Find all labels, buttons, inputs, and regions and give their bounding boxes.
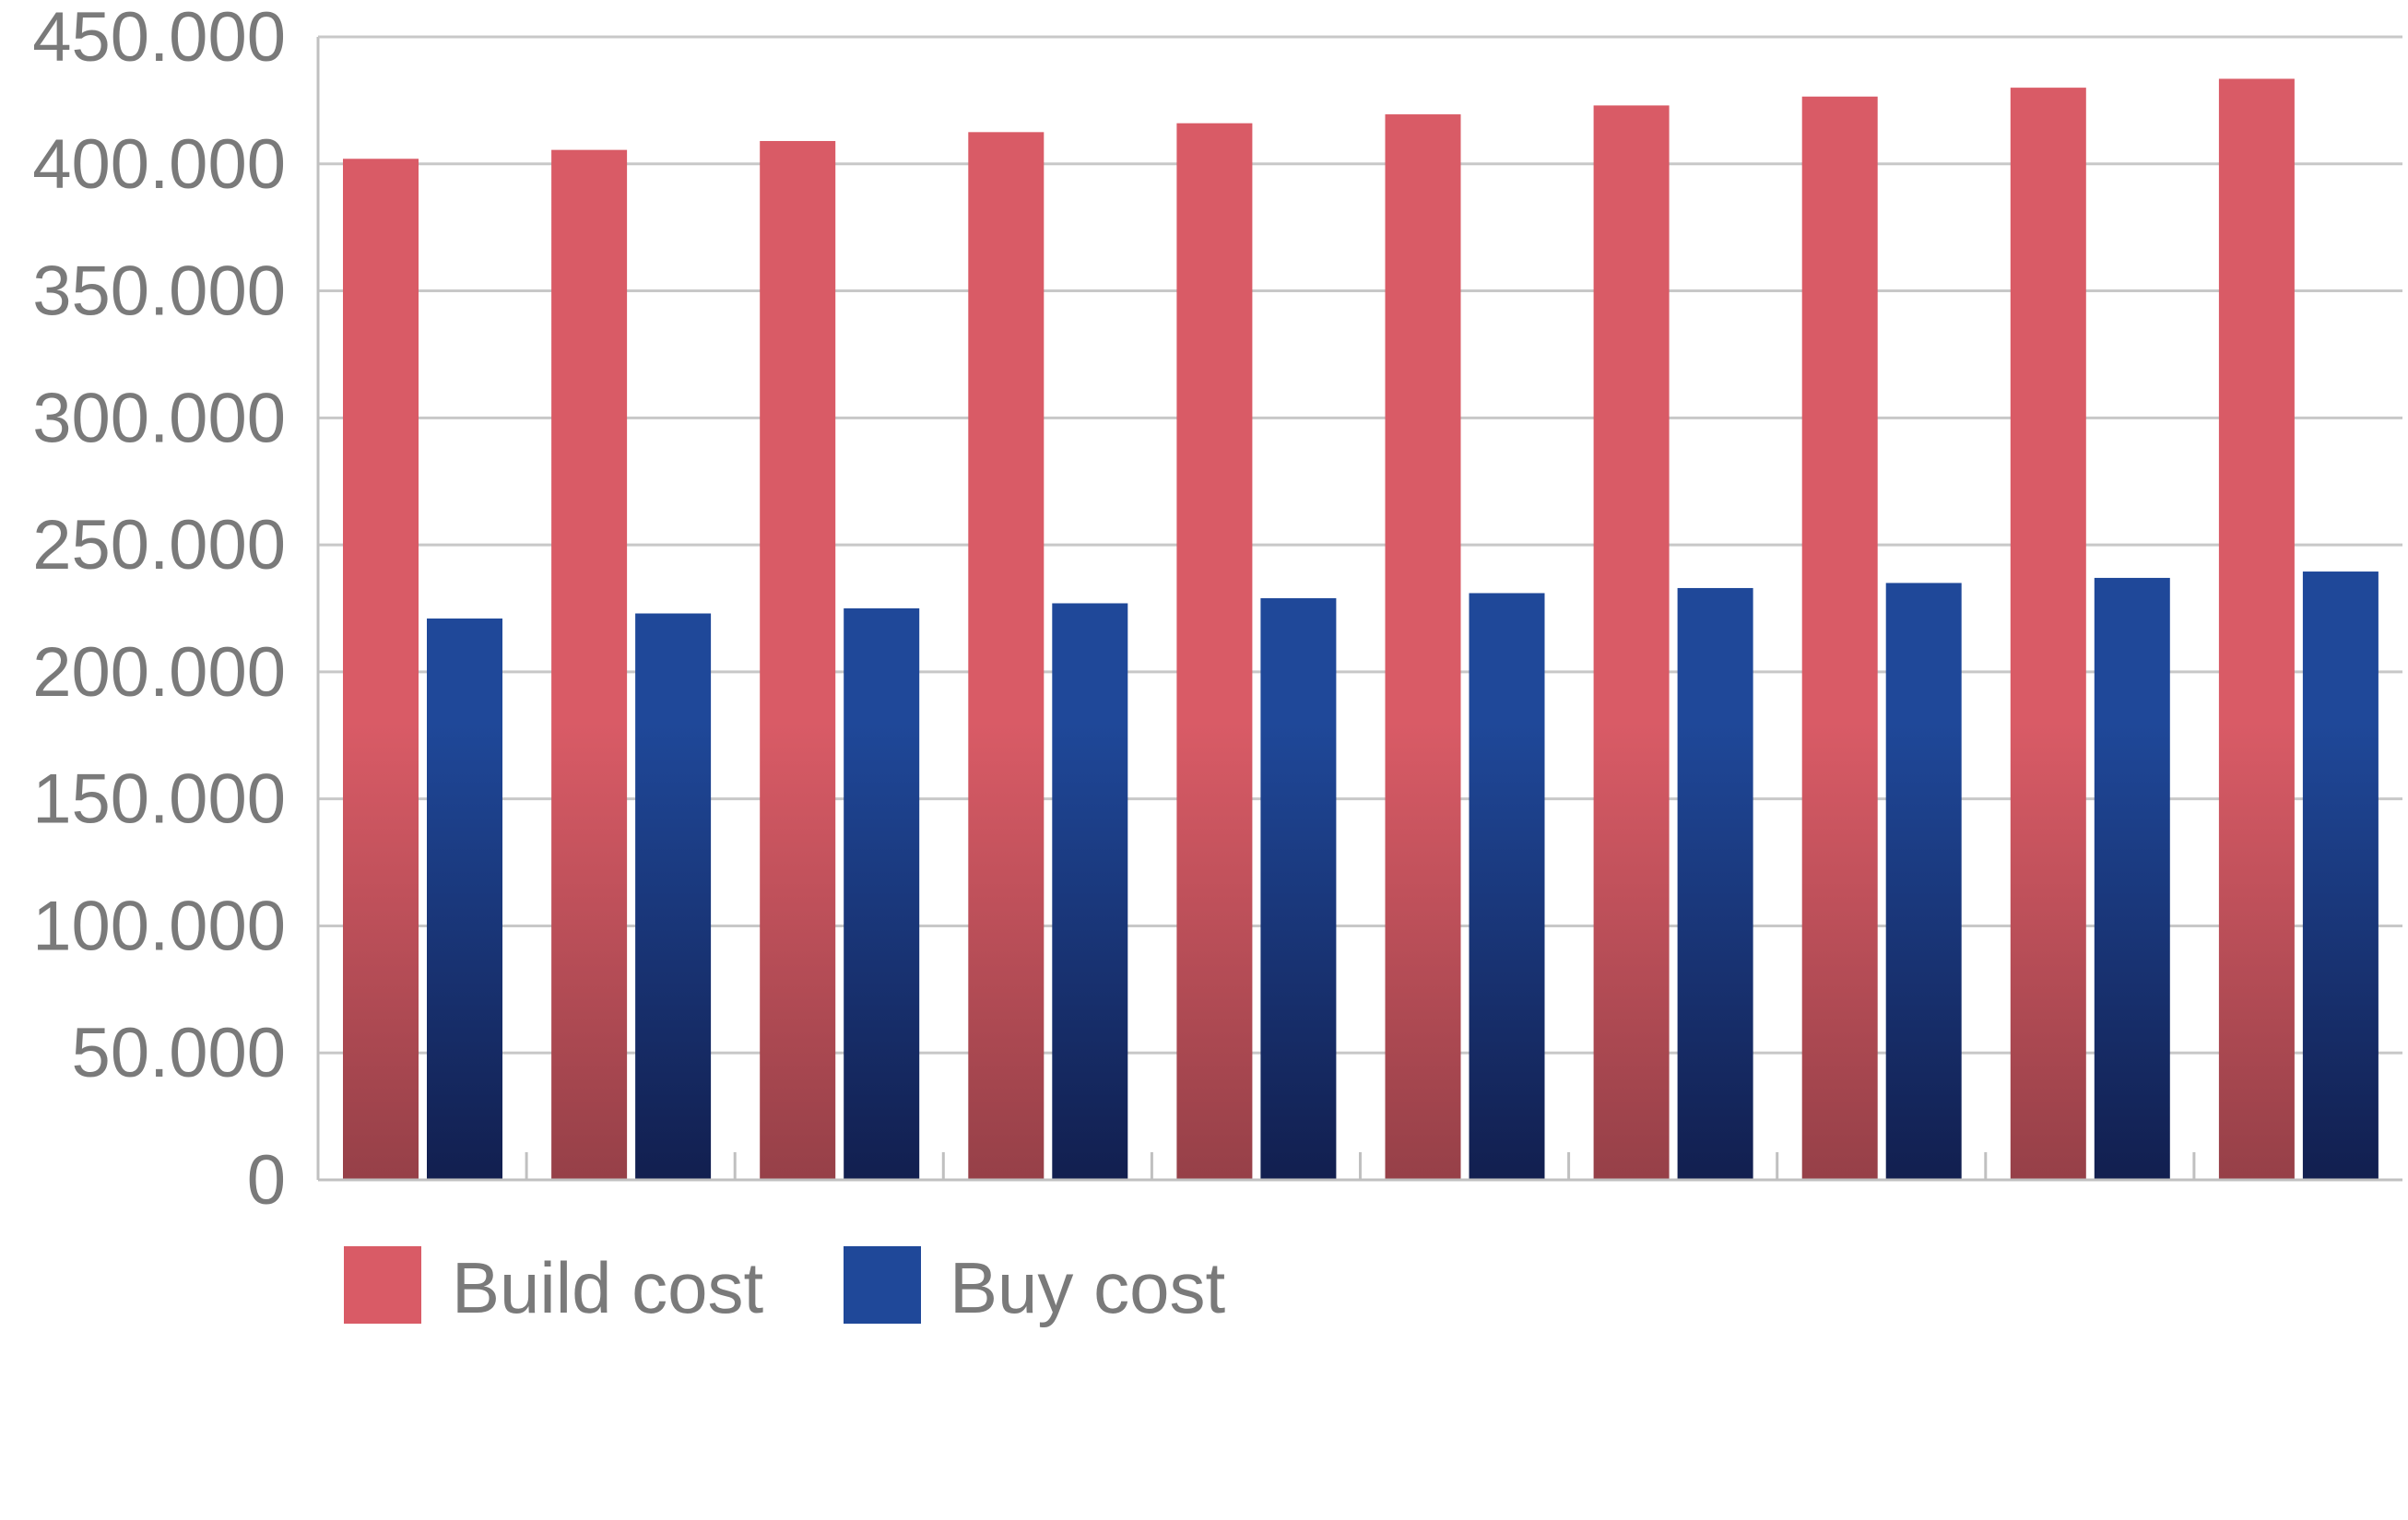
y-tick-label: 150.000 [32,760,286,839]
build-cost-bar [551,149,628,1181]
buy-cost-bar [1052,603,1128,1180]
build-cost-bar [968,132,1045,1180]
buy-cost-bar [427,619,502,1180]
legend-label-buy-cost: Buy cost [950,1247,1225,1328]
buy-cost-bar [2094,577,2170,1180]
bars [343,78,2378,1181]
y-tick-label: 50.000 [72,1014,286,1092]
build-cost-bar [1593,105,1670,1180]
y-axis-tick-labels: 0 50.000 100.000 150.000 200.000 250.000 300.0… [32,0,286,1220]
buy-cost-bar [1260,597,1337,1180]
y-tick-label: 300.000 [32,379,286,457]
build-cost-bar [2218,78,2295,1180]
y-tick-label: 350.000 [32,253,286,331]
y-tick-label: 400.000 [32,125,286,204]
build-cost-bar [2010,88,2086,1181]
gridlines [318,35,2402,1055]
legend-swatch-buy-cost [844,1246,921,1324]
y-tick-label: 250.000 [32,506,286,584]
build-cost-bar [343,159,419,1181]
axes [316,35,2402,1182]
buy-cost-bar [635,613,712,1180]
y-tick-label: 200.000 [32,633,286,712]
buy-cost-bar [1469,593,1545,1180]
build-cost-bar [1385,114,1461,1181]
legend-swatch-build-cost [344,1246,421,1324]
build-cost-bar [1176,123,1253,1181]
build-cost-bar [1801,96,1878,1180]
y-tick-label: 0 [247,1141,286,1220]
buy-cost-bar [2302,571,2378,1180]
y-tick-label: 100.000 [32,887,286,965]
legend: Build cost Buy cost [344,1246,1225,1328]
buy-cost-bar [1677,587,1753,1180]
y-tick-label: 450.000 [32,0,286,77]
legend-label-build-cost: Build cost [452,1247,763,1328]
buy-cost-bar [844,608,920,1180]
build-cost-bar [760,140,836,1180]
buy-cost-bar [1885,583,1962,1180]
